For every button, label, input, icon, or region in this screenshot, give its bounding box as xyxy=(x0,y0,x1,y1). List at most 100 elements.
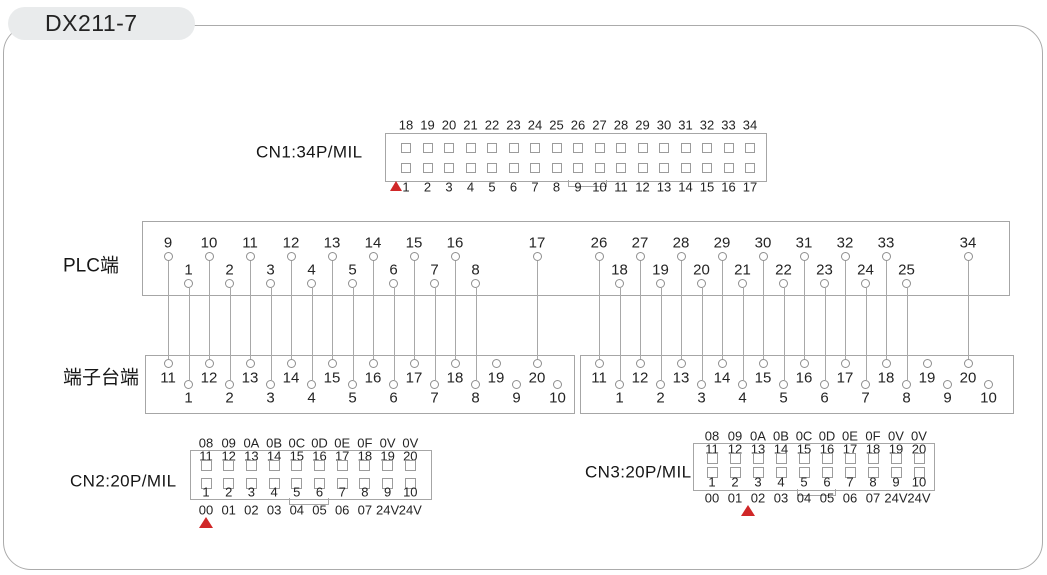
cn2-pin-square xyxy=(336,478,348,489)
cn1-pin-square xyxy=(702,163,712,173)
cn1-pin-square xyxy=(444,143,454,153)
cn3-top-signal: 0D xyxy=(818,428,836,444)
plc-pin-number: 33 xyxy=(877,234,895,252)
cn2-pin-square xyxy=(223,460,235,471)
cn1-pin-square xyxy=(487,143,497,153)
plc-pin-circle xyxy=(881,252,891,261)
cn1-top-pin-number: 19 xyxy=(420,117,435,133)
cn3-pin-square xyxy=(844,453,856,464)
terminal-number: 3 xyxy=(697,389,706,407)
cn3-bottom-pin-number: 6 xyxy=(823,474,831,490)
cn3-pin-square xyxy=(752,453,764,464)
terminal-number: 16 xyxy=(364,369,382,386)
cn2-bottom-signal: 07 xyxy=(357,502,373,518)
plc-pin-circle xyxy=(799,252,809,261)
plc-pin-number: 13 xyxy=(323,234,341,252)
plc-pin-circle xyxy=(717,252,727,261)
cn3-bottom-signal: 24V xyxy=(884,490,908,506)
cn2-connector-box xyxy=(190,450,432,500)
plc-pin-circle xyxy=(348,279,357,288)
terminal-circle xyxy=(204,358,214,368)
cn1-top-pin-number: 27 xyxy=(592,117,607,133)
wire-line xyxy=(311,288,313,380)
terminal-number: 20 xyxy=(528,369,546,386)
cn1-bottom-pin-number: 15 xyxy=(699,179,715,195)
cn3-bottom-pin-number: 10 xyxy=(911,474,927,490)
terminal-number: 19 xyxy=(487,369,505,386)
terminal-number: 18 xyxy=(877,369,895,386)
cn1-pin-square xyxy=(401,143,411,153)
cn1-pin-square xyxy=(594,143,605,153)
cn3-pin-square xyxy=(798,467,810,478)
cn1-bottom-pin-number: 8 xyxy=(552,179,561,195)
wire-line xyxy=(619,288,621,380)
wire-line xyxy=(332,261,333,359)
plc-pin-circle xyxy=(861,279,870,288)
terminal-circle xyxy=(943,380,952,389)
cn2-bottom-signal: 04 xyxy=(289,502,305,518)
terminal-circle xyxy=(676,358,686,368)
terminal-circle xyxy=(902,380,911,389)
terminal-circle xyxy=(307,380,316,389)
cn2-top-signal: 0D xyxy=(311,435,328,451)
plc-pin-number: 23 xyxy=(816,261,833,279)
cn1-bottom-pin-number: 4 xyxy=(466,179,475,195)
cn1-pin-square xyxy=(659,163,669,173)
cn1-bottom-pin-number: 14 xyxy=(678,179,693,195)
plc-pin-number: 7 xyxy=(430,261,439,279)
cn1-bottom-pin-number: 13 xyxy=(656,179,672,195)
plc-pin-number: 34 xyxy=(959,234,977,252)
plc-pin-circle xyxy=(758,252,768,261)
terminal-circle xyxy=(471,380,480,389)
cn1-top-pin-number: 25 xyxy=(549,117,564,133)
cn3-top-signal: 0V xyxy=(888,428,904,444)
cn3-pin1-marker-icon xyxy=(741,505,755,516)
plc-pin-number: 19 xyxy=(652,261,669,279)
cn2-pin-square xyxy=(200,478,212,489)
cn1-top-pin-number: 20 xyxy=(441,117,457,133)
terminal-circle xyxy=(840,358,850,368)
cn1-bottom-pin-number: 17 xyxy=(742,179,758,195)
terminal-number: 1 xyxy=(615,389,624,407)
terminal-number: 17 xyxy=(836,369,854,386)
terminal-number: 17 xyxy=(405,369,423,386)
cn3-pin-square xyxy=(821,467,833,478)
plc-pin-circle xyxy=(963,252,973,261)
cn1-pin-square xyxy=(659,143,669,153)
terminal-number: 13 xyxy=(672,369,690,386)
terminal-box xyxy=(580,355,1014,414)
terminal-circle xyxy=(266,380,275,389)
cn2-bottom-signal: 00 xyxy=(198,502,214,518)
cn3-pin-square xyxy=(729,467,741,478)
cn1-top-pin-number: 34 xyxy=(742,117,758,133)
cn1-pin-square xyxy=(637,163,648,173)
terminal-number: 6 xyxy=(820,389,829,407)
cn1-bottom-pin-number: 16 xyxy=(721,179,736,195)
cn3-bottom-pin-number: 1 xyxy=(708,474,716,490)
plc-pin-circle xyxy=(204,252,214,261)
plc-pin-circle xyxy=(902,279,911,288)
cn2-pin-square xyxy=(268,478,280,489)
wire-line xyxy=(824,288,826,380)
plc-pin-circle xyxy=(779,279,788,288)
terminal-circle xyxy=(738,380,747,389)
cn3-pin-square xyxy=(775,467,787,478)
cn3-top-pin-number: 20 xyxy=(911,441,927,457)
cn2-pin-square xyxy=(382,478,394,489)
cn2-top-pin-number: 12 xyxy=(221,448,236,464)
plc-pin-circle xyxy=(820,279,829,288)
cn3-polarity-notch xyxy=(797,489,836,496)
cn3-top-pin-number: 11 xyxy=(705,441,719,457)
terminal-circle xyxy=(286,358,296,368)
wire-line xyxy=(660,288,662,380)
cn2-bottom-pin-number: 5 xyxy=(293,484,301,500)
cn2-bottom-pin-number: 4 xyxy=(270,484,278,500)
plc-pin-circle xyxy=(307,279,316,288)
cn1-pin-square xyxy=(702,143,712,153)
terminal-number: 7 xyxy=(861,389,870,407)
cn2-bottom-pin-number: 7 xyxy=(338,484,346,500)
cn1-bottom-pin-number: 2 xyxy=(423,179,432,195)
terminal-circle xyxy=(491,358,501,368)
cn1-pin-square xyxy=(487,163,497,173)
cn3-pin-square xyxy=(775,453,787,464)
